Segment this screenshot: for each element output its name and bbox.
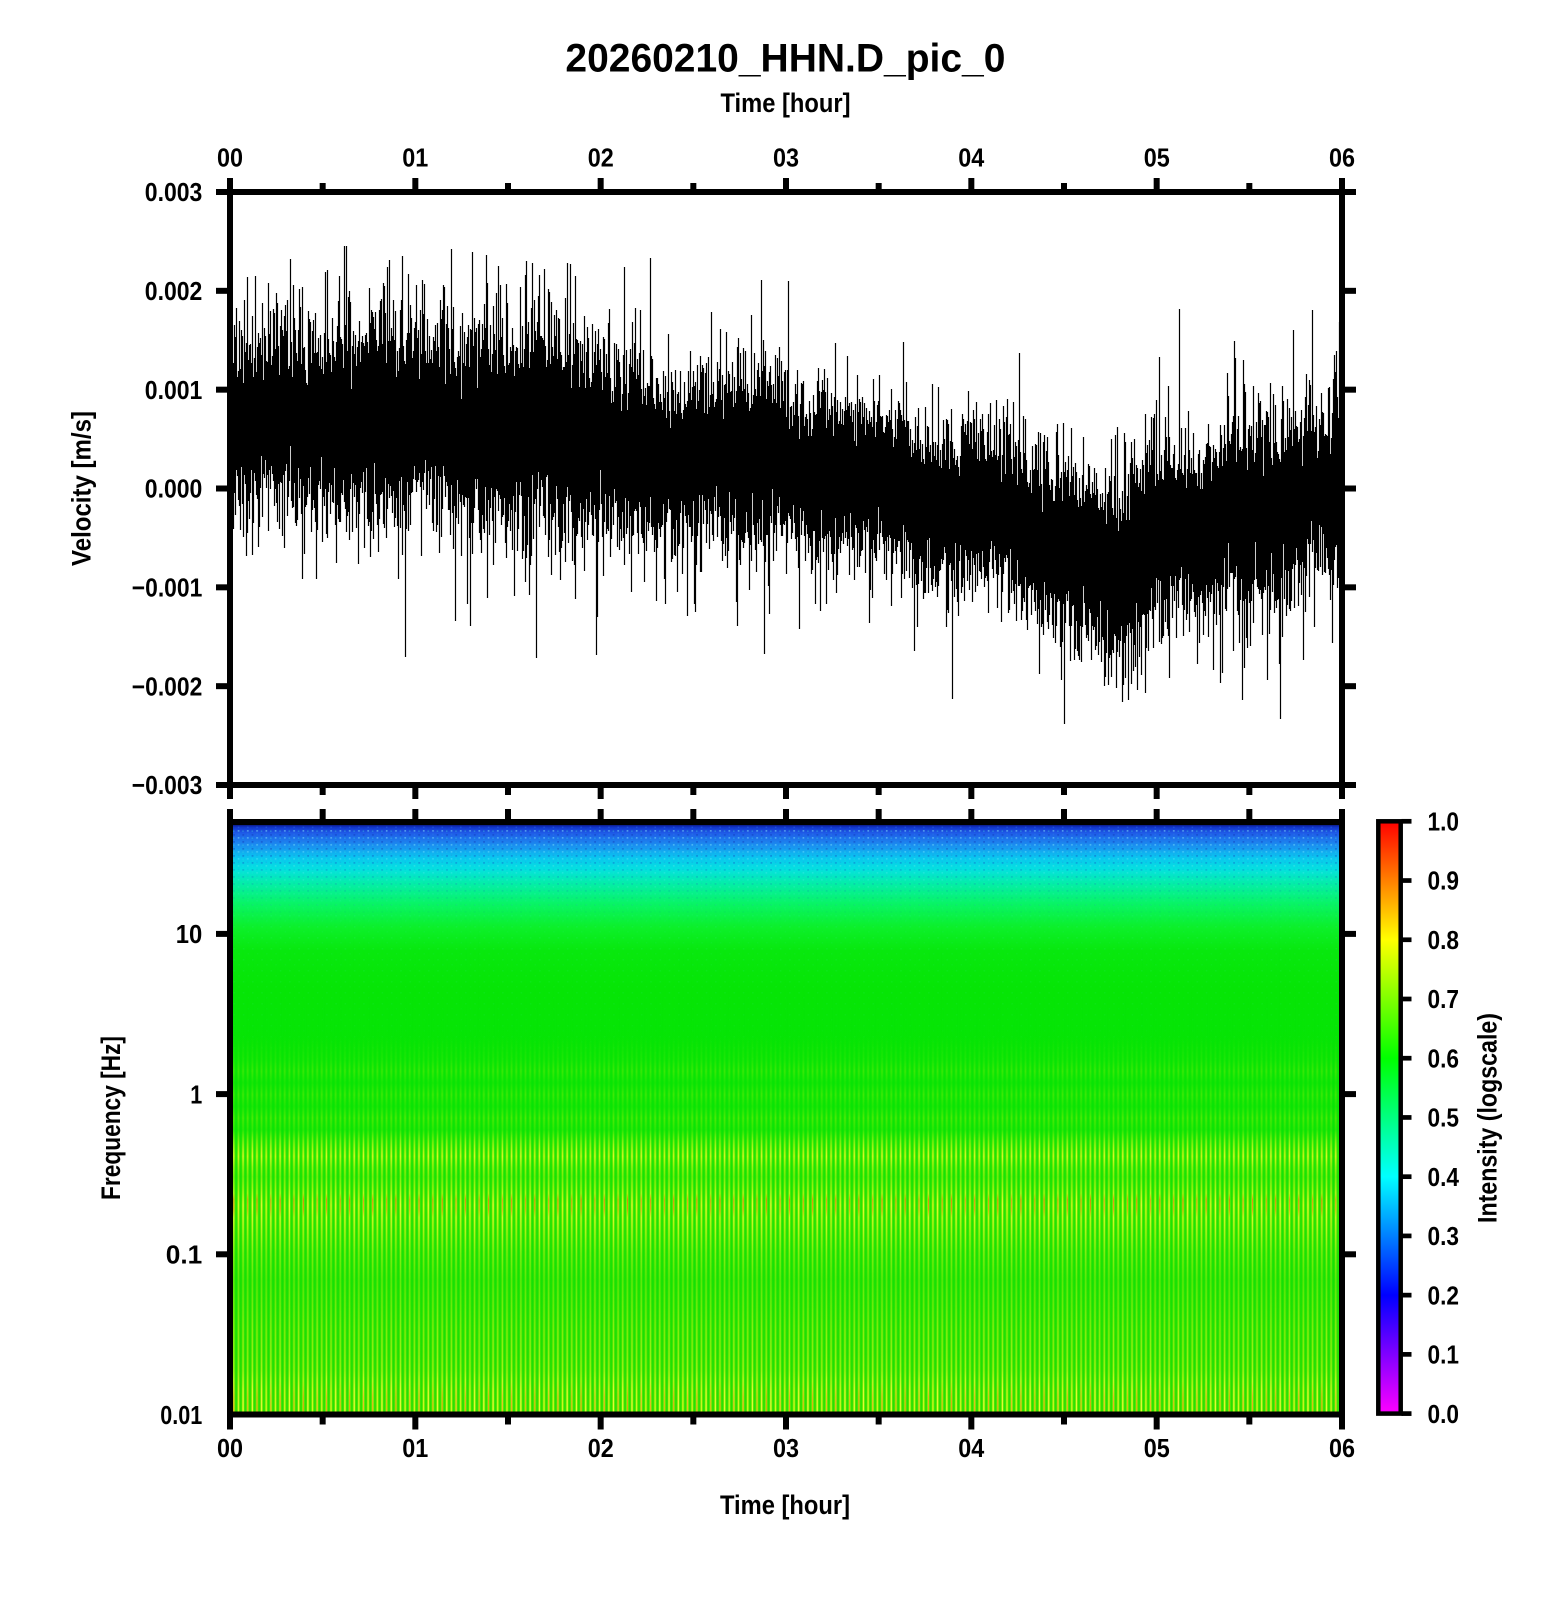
svg-text:06: 06 [1329, 143, 1355, 173]
svg-text:05: 05 [1144, 1433, 1170, 1463]
svg-text:−0.001: −0.001 [132, 573, 203, 603]
svg-text:20260210_HHN.D_pic_0: 20260210_HHN.D_pic_0 [565, 37, 1005, 81]
svg-text:02: 02 [588, 1433, 614, 1463]
svg-text:03: 03 [773, 143, 799, 173]
svg-text:−0.003: −0.003 [132, 770, 203, 800]
svg-text:10: 10 [176, 919, 203, 949]
svg-text:0.1: 0.1 [1428, 1340, 1460, 1370]
svg-text:Time [hour]: Time [hour] [720, 1490, 850, 1520]
svg-text:0.4: 0.4 [1428, 1162, 1460, 1192]
svg-text:0.001: 0.001 [145, 375, 203, 405]
svg-text:Frequency [Hz]: Frequency [Hz] [96, 1036, 126, 1200]
svg-text:0.8: 0.8 [1428, 925, 1460, 955]
svg-text:0.5: 0.5 [1428, 1103, 1460, 1133]
svg-text:0.000: 0.000 [145, 474, 203, 504]
svg-text:Time [hour]: Time [hour] [721, 88, 851, 118]
svg-text:1: 1 [190, 1079, 202, 1109]
svg-text:0.1: 0.1 [166, 1240, 203, 1270]
svg-text:Intensity (logscale): Intensity (logscale) [1473, 1013, 1503, 1223]
svg-text:0.7: 0.7 [1428, 984, 1460, 1014]
svg-text:04: 04 [958, 143, 984, 173]
svg-text:0.9: 0.9 [1428, 866, 1460, 896]
svg-text:05: 05 [1144, 143, 1170, 173]
svg-text:0.003: 0.003 [145, 177, 203, 207]
svg-text:06: 06 [1329, 1433, 1355, 1463]
svg-text:00: 00 [217, 143, 243, 173]
svg-text:0.01: 0.01 [160, 1400, 202, 1430]
svg-text:0.002: 0.002 [145, 276, 203, 306]
svg-text:00: 00 [217, 1433, 243, 1463]
svg-text:0.3: 0.3 [1428, 1221, 1460, 1251]
svg-text:−0.002: −0.002 [132, 671, 203, 701]
svg-text:1.0: 1.0 [1428, 807, 1460, 837]
svg-text:Velocity [m/s]: Velocity [m/s] [67, 411, 97, 566]
svg-text:03: 03 [773, 1433, 799, 1463]
svg-text:0.6: 0.6 [1428, 1043, 1460, 1073]
svg-text:0.0: 0.0 [1428, 1399, 1460, 1429]
svg-text:0.2: 0.2 [1428, 1280, 1460, 1310]
svg-text:04: 04 [958, 1433, 984, 1463]
svg-text:02: 02 [588, 143, 614, 173]
svg-text:01: 01 [402, 143, 428, 173]
svg-text:01: 01 [402, 1433, 428, 1463]
